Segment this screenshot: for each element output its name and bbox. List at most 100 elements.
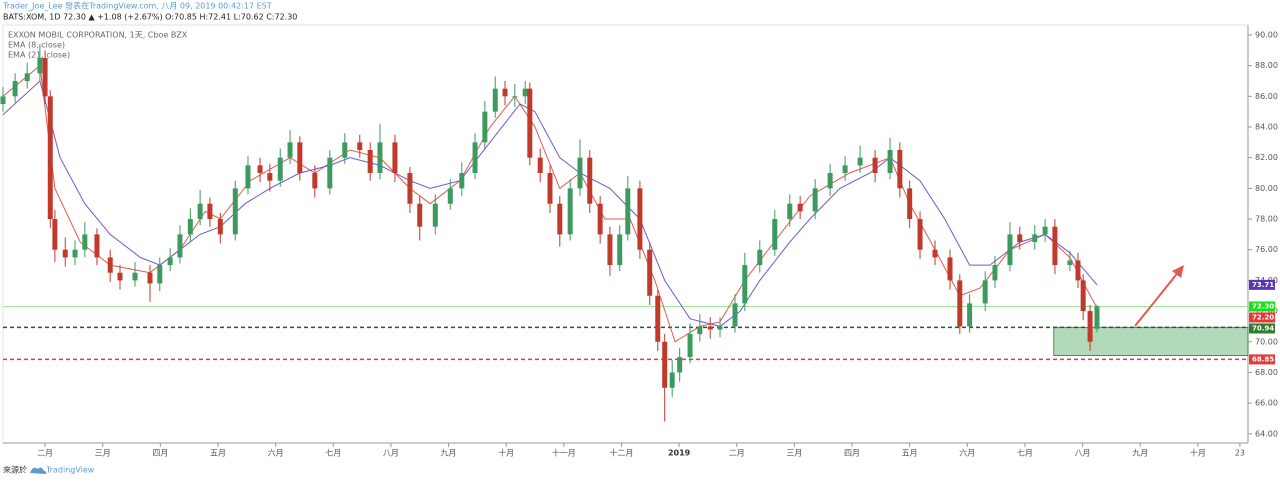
candle-body: [492, 88, 498, 112]
candle-body: [52, 219, 58, 250]
candle-body: [24, 73, 30, 81]
price-label-box: [1249, 279, 1275, 290]
candle-body: [732, 303, 738, 327]
legend-entry: EMA (21, close): [8, 51, 70, 60]
price-label: 68.85: [1252, 355, 1274, 363]
candle-body: [907, 188, 913, 220]
candle-body: [527, 88, 533, 158]
candle-body: [757, 249, 763, 266]
candle-body: [12, 80, 18, 97]
candle-body: [637, 188, 643, 250]
candle-body: [587, 157, 593, 204]
candle-body: [187, 219, 193, 235]
candle-body: [297, 142, 303, 174]
price-label: 73.71: [1252, 281, 1274, 289]
x-tick-label: 十二月: [609, 448, 633, 458]
candle-body: [577, 157, 583, 189]
arrow-head: [1172, 265, 1184, 278]
candle-body: [897, 150, 903, 189]
x-tick-label: 九月: [1132, 449, 1148, 458]
candle-body: [432, 203, 438, 227]
x-tick-label: 九月: [441, 449, 457, 458]
x-tick-label: 五月: [210, 449, 226, 458]
candle-body: [47, 96, 53, 220]
candle-body: [787, 203, 793, 220]
candle-body: [417, 203, 423, 227]
candle-body: [932, 249, 938, 258]
symbol-line: BATS:XOM, 1D 72.30 ▲ +1.08 (+2.67%) O:70…: [3, 13, 297, 22]
candle-body: [827, 173, 833, 189]
candle-body: [327, 157, 333, 189]
y-tick-label: 68.00: [1255, 368, 1278, 377]
candle-body: [772, 219, 778, 250]
brand-logo: [30, 467, 47, 474]
candle-body: [357, 142, 363, 151]
candle-body: [342, 142, 348, 158]
candle-body: [707, 326, 713, 330]
candle-body: [872, 157, 878, 174]
y-tick-label: 70.00: [1255, 337, 1278, 346]
ema-line: [2, 80, 1098, 327]
candle-body: [967, 303, 973, 327]
candle-body: [217, 219, 223, 235]
x-tick-label: 三月: [95, 449, 111, 458]
candle-body: [992, 265, 998, 281]
y-tick-label: 64.00: [1255, 429, 1278, 438]
x-tick-label: 三月: [786, 449, 802, 458]
x-tick-label: 七月: [325, 449, 341, 458]
candle-body: [717, 326, 723, 330]
y-tick-label: 88.00: [1255, 61, 1278, 70]
candle-body: [522, 88, 528, 97]
candle-body: [232, 188, 238, 235]
y-tick-label: 86.00: [1255, 92, 1278, 101]
candle-body: [502, 88, 508, 97]
candle-body: [647, 249, 653, 296]
candle-body: [547, 173, 553, 204]
footer-brand: TradingView: [45, 466, 95, 475]
ema-line: [2, 64, 1098, 343]
x-tick-label: 十月: [1190, 448, 1206, 458]
candle-body: [245, 165, 251, 189]
y-tick-label: 78.00: [1255, 215, 1278, 224]
x-tick-label: 十一月: [552, 448, 576, 458]
candle-body: [1042, 226, 1048, 235]
legend-entry: EMA (8, close): [8, 41, 65, 50]
candle-body: [132, 272, 138, 281]
candle-body: [367, 150, 373, 174]
candle-body: [537, 157, 543, 174]
x-tick-label: 六月: [268, 448, 284, 458]
candle-body: [957, 280, 963, 327]
candle-body: [1052, 226, 1058, 266]
price-label: 72.20: [1252, 313, 1274, 321]
price-label: 70.94: [1252, 324, 1274, 332]
x-tick-label: 四月: [152, 449, 168, 458]
candle-body: [1017, 234, 1023, 243]
candle-body: [1067, 260, 1073, 266]
candle-body: [567, 188, 573, 235]
candle-body: [117, 272, 123, 281]
candle-body: [597, 203, 603, 235]
candle-body: [982, 280, 988, 304]
arrow: [1134, 265, 1184, 327]
candle-body: [1087, 311, 1093, 342]
x-tick-label: 二月: [37, 449, 53, 458]
candle-body: [669, 372, 675, 388]
candle-body: [662, 341, 668, 388]
x-tick-label: 八月: [1075, 449, 1091, 458]
price-label-box: [1249, 301, 1275, 312]
candle-body: [482, 111, 488, 143]
plot: [0, 34, 1252, 447]
candle-body: [687, 334, 693, 358]
y-tick-label: 80.00: [1255, 184, 1278, 193]
x-tick-label: 2019: [668, 449, 691, 458]
x-tick-label: 四月: [844, 449, 860, 458]
candle-body: [797, 203, 803, 212]
y-tick-label: 76.00: [1255, 245, 1278, 254]
candle-body: [842, 165, 848, 174]
footer-text: 來源於: [3, 465, 27, 475]
x-tick-label: 六月: [959, 448, 975, 458]
y-tick-label: 84.00: [1255, 123, 1278, 132]
candle-body: [1007, 234, 1013, 266]
candle-body: [887, 150, 893, 174]
